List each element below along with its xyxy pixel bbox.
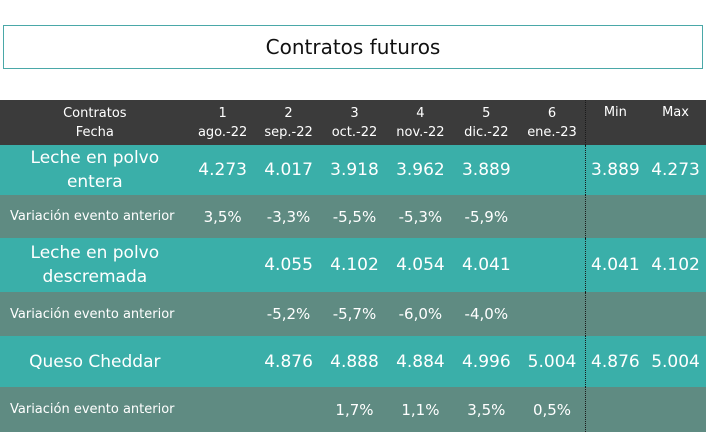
table-row: Queso Cheddar 4.876 4.888 4.884 4.996 5.… (0, 336, 706, 387)
header-month-1: 1 ago.-22 (189, 100, 256, 145)
value-cell: 1,7% (321, 387, 388, 432)
value-cell: 4.884 (387, 336, 454, 387)
futures-table: Contratos Fecha 1 ago.-22 2 sep.-22 3 oct.-… (0, 100, 706, 432)
value-cell (519, 145, 586, 195)
max-cell (645, 292, 706, 336)
value-cell: 4.041 (453, 238, 520, 292)
value-cell (255, 387, 322, 432)
min-cell (585, 195, 646, 238)
page-title: Contratos futuros (3, 25, 703, 69)
row-label: Variación evento anterior (0, 387, 190, 432)
header-month-5: 5 dic.-22 (453, 100, 520, 145)
row-label: Leche en polvo entera (0, 145, 190, 195)
value-cell: -5,3% (387, 195, 454, 238)
value-cell: 4.876 (255, 336, 322, 387)
value-cell: 4.055 (255, 238, 322, 292)
min-cell: 3.889 (585, 145, 646, 195)
value-cell: 0,5% (519, 387, 586, 432)
value-cell: 4.996 (453, 336, 520, 387)
value-cell: 3,5% (453, 387, 520, 432)
header-min: Min (585, 100, 646, 145)
value-cell: -5,2% (255, 292, 322, 336)
value-cell: 3,5% (189, 195, 256, 238)
header-month-4: 4 nov.-22 (387, 100, 454, 145)
header-date-label: Fecha (75, 124, 114, 140)
header-month-2: 2 sep.-22 (255, 100, 322, 145)
value-cell (189, 292, 256, 336)
value-cell: 4.102 (321, 238, 388, 292)
value-cell: -3,3% (255, 195, 322, 238)
value-cell: 1,1% (387, 387, 454, 432)
table-row: Variación evento anterior 3,5% -3,3% -5,… (0, 195, 706, 238)
value-cell: 4.054 (387, 238, 454, 292)
max-cell: 4.273 (645, 145, 706, 195)
table-header-row: Contratos Fecha 1 ago.-22 2 sep.-22 3 oct.-… (0, 100, 706, 145)
min-cell (585, 292, 646, 336)
header-label-cell: Contratos Fecha (0, 100, 190, 145)
value-cell (189, 336, 256, 387)
max-cell (645, 195, 706, 238)
row-label: Variación evento anterior (0, 195, 190, 238)
value-cell: 3.962 (387, 145, 454, 195)
header-contracts-label: Contratos (63, 105, 127, 121)
value-cell: -5,9% (453, 195, 520, 238)
row-label: Leche en polvo descremada (0, 238, 190, 292)
max-cell (645, 387, 706, 432)
min-cell: 4.876 (585, 336, 646, 387)
row-label: Queso Cheddar (0, 336, 190, 387)
table-row: Variación evento anterior 1,7% 1,1% 3,5%… (0, 387, 706, 432)
value-cell: 3.918 (321, 145, 388, 195)
table-row: Leche en polvo descremada 4.055 4.102 4.0… (0, 238, 706, 292)
value-cell (519, 292, 586, 336)
min-cell (585, 387, 646, 432)
max-cell: 5.004 (645, 336, 706, 387)
value-cell: 4.017 (255, 145, 322, 195)
value-cell: 4.273 (189, 145, 256, 195)
row-label: Variación evento anterior (0, 292, 190, 336)
value-cell (519, 238, 586, 292)
value-cell: 3.889 (453, 145, 520, 195)
max-cell: 4.102 (645, 238, 706, 292)
value-cell: 4.888 (321, 336, 388, 387)
table-row: Leche en polvo entera 4.273 4.017 3.918 3… (0, 145, 706, 195)
value-cell: -6,0% (387, 292, 454, 336)
value-cell: -4,0% (453, 292, 520, 336)
value-cell (189, 387, 256, 432)
min-cell: 4.041 (585, 238, 646, 292)
value-cell: -5,7% (321, 292, 388, 336)
value-cell: 5.004 (519, 336, 586, 387)
value-cell: -5,5% (321, 195, 388, 238)
value-cell (519, 195, 586, 238)
header-max: Max (645, 100, 706, 145)
table-row: Variación evento anterior -5,2% -5,7% -6… (0, 292, 706, 336)
value-cell (189, 238, 256, 292)
header-month-6: 6 ene.-23 (519, 100, 586, 145)
header-month-3: 3 oct.-22 (321, 100, 388, 145)
